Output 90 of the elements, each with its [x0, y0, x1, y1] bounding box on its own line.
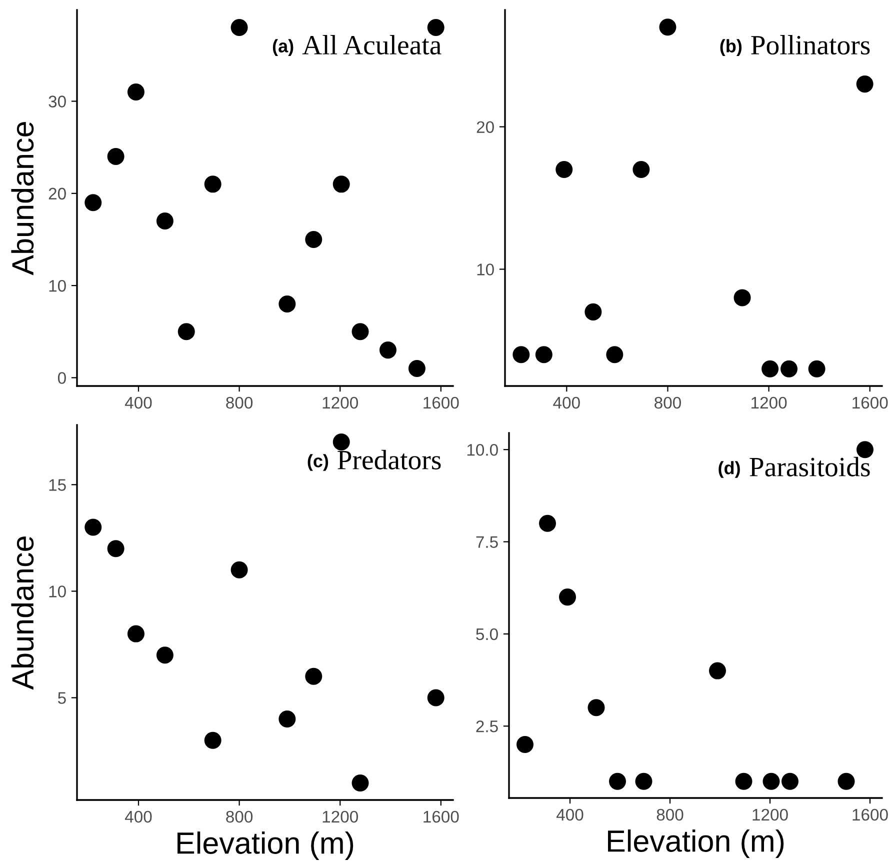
point: [305, 230, 322, 248]
x-tick-label: 400: [553, 396, 580, 409]
x-tick-label: 800: [656, 808, 684, 821]
y-axis-title: Abundance: [11, 122, 34, 276]
point: [278, 295, 296, 312]
point: [632, 161, 650, 178]
y-tick-label: 10: [477, 264, 494, 276]
annotation: Pollinators: [751, 35, 870, 55]
point: [606, 346, 624, 364]
x-tick-label: 800: [226, 396, 253, 409]
point: [635, 772, 652, 790]
point: [84, 194, 102, 212]
annotation: Predators: [338, 450, 441, 470]
x-tick-label: 800: [654, 396, 681, 409]
x-tick-label: 1600: [852, 396, 888, 409]
point: [107, 540, 124, 558]
point: [178, 323, 195, 340]
y-tick-label: 2.5: [476, 720, 498, 732]
annotation: (d): [718, 461, 740, 478]
point: [762, 360, 779, 378]
y-axis-title: Abundance: [11, 536, 34, 690]
x-tick-label: 1600: [852, 808, 888, 821]
x-tick-label: 1200: [322, 396, 358, 409]
y-tick-label: 15: [49, 479, 66, 491]
point: [230, 561, 248, 578]
point: [408, 360, 426, 377]
point: [127, 84, 144, 101]
point: [332, 176, 350, 193]
point: [204, 176, 222, 193]
point: [516, 736, 534, 754]
annotation: (a): [272, 39, 294, 56]
point: [305, 668, 322, 685]
x-tick-label: 1200: [752, 808, 788, 821]
point: [332, 434, 350, 451]
point: [558, 588, 576, 606]
x-tick-label: 400: [124, 810, 152, 823]
point: [808, 360, 826, 378]
point: [156, 212, 174, 230]
point: [156, 646, 174, 664]
point: [708, 662, 726, 680]
annotation: (b): [720, 39, 742, 56]
point: [127, 625, 144, 642]
x-tick-label: 400: [124, 396, 152, 409]
point: [84, 518, 102, 536]
point: [535, 346, 552, 364]
point: [659, 18, 676, 36]
point: [427, 689, 444, 706]
x-tick-label: 800: [226, 810, 253, 823]
x-axis-title: Elevation (m): [178, 832, 354, 860]
y-tick-label: 5: [58, 692, 66, 704]
point: [204, 732, 222, 749]
point: [781, 772, 799, 790]
point: [230, 19, 248, 36]
y-tick-label: 0: [58, 372, 66, 384]
x-tick-label: 1600: [424, 396, 459, 409]
point: [856, 441, 874, 458]
point: [856, 76, 874, 93]
y-tick-label: 20: [476, 121, 494, 133]
y-tick-label: 5.0: [476, 628, 498, 640]
x-tick-label: 1200: [752, 396, 787, 409]
point: [735, 772, 752, 790]
y-tick-label: 7.5: [476, 536, 498, 548]
annotation: (c): [308, 454, 328, 471]
y-tick-label: 10: [49, 586, 66, 598]
point: [352, 323, 369, 340]
point: [379, 342, 396, 359]
point: [734, 289, 751, 306]
y-tick-label: 30: [48, 96, 66, 108]
point: [107, 148, 124, 166]
x-axis-title: Elevation (m): [608, 830, 784, 858]
y-tick-label: 20: [48, 188, 66, 200]
point: [838, 772, 855, 790]
point: [780, 360, 798, 378]
point: [556, 161, 573, 178]
x-tick-label: 1600: [424, 810, 459, 823]
point: [588, 699, 605, 716]
annotation: Parasitoids: [750, 456, 870, 476]
point: [512, 346, 530, 364]
point: [762, 772, 780, 790]
point: [608, 772, 626, 790]
y-tick-label: 10.0: [467, 444, 498, 456]
y-tick-label: 10: [49, 280, 66, 292]
point: [427, 19, 444, 36]
point: [352, 774, 369, 792]
x-tick-label: 1200: [322, 810, 358, 823]
x-tick-label: 400: [556, 808, 584, 821]
point: [278, 710, 296, 728]
point: [584, 303, 602, 320]
point: [538, 514, 556, 532]
annotation: All Aculeata: [302, 35, 442, 55]
